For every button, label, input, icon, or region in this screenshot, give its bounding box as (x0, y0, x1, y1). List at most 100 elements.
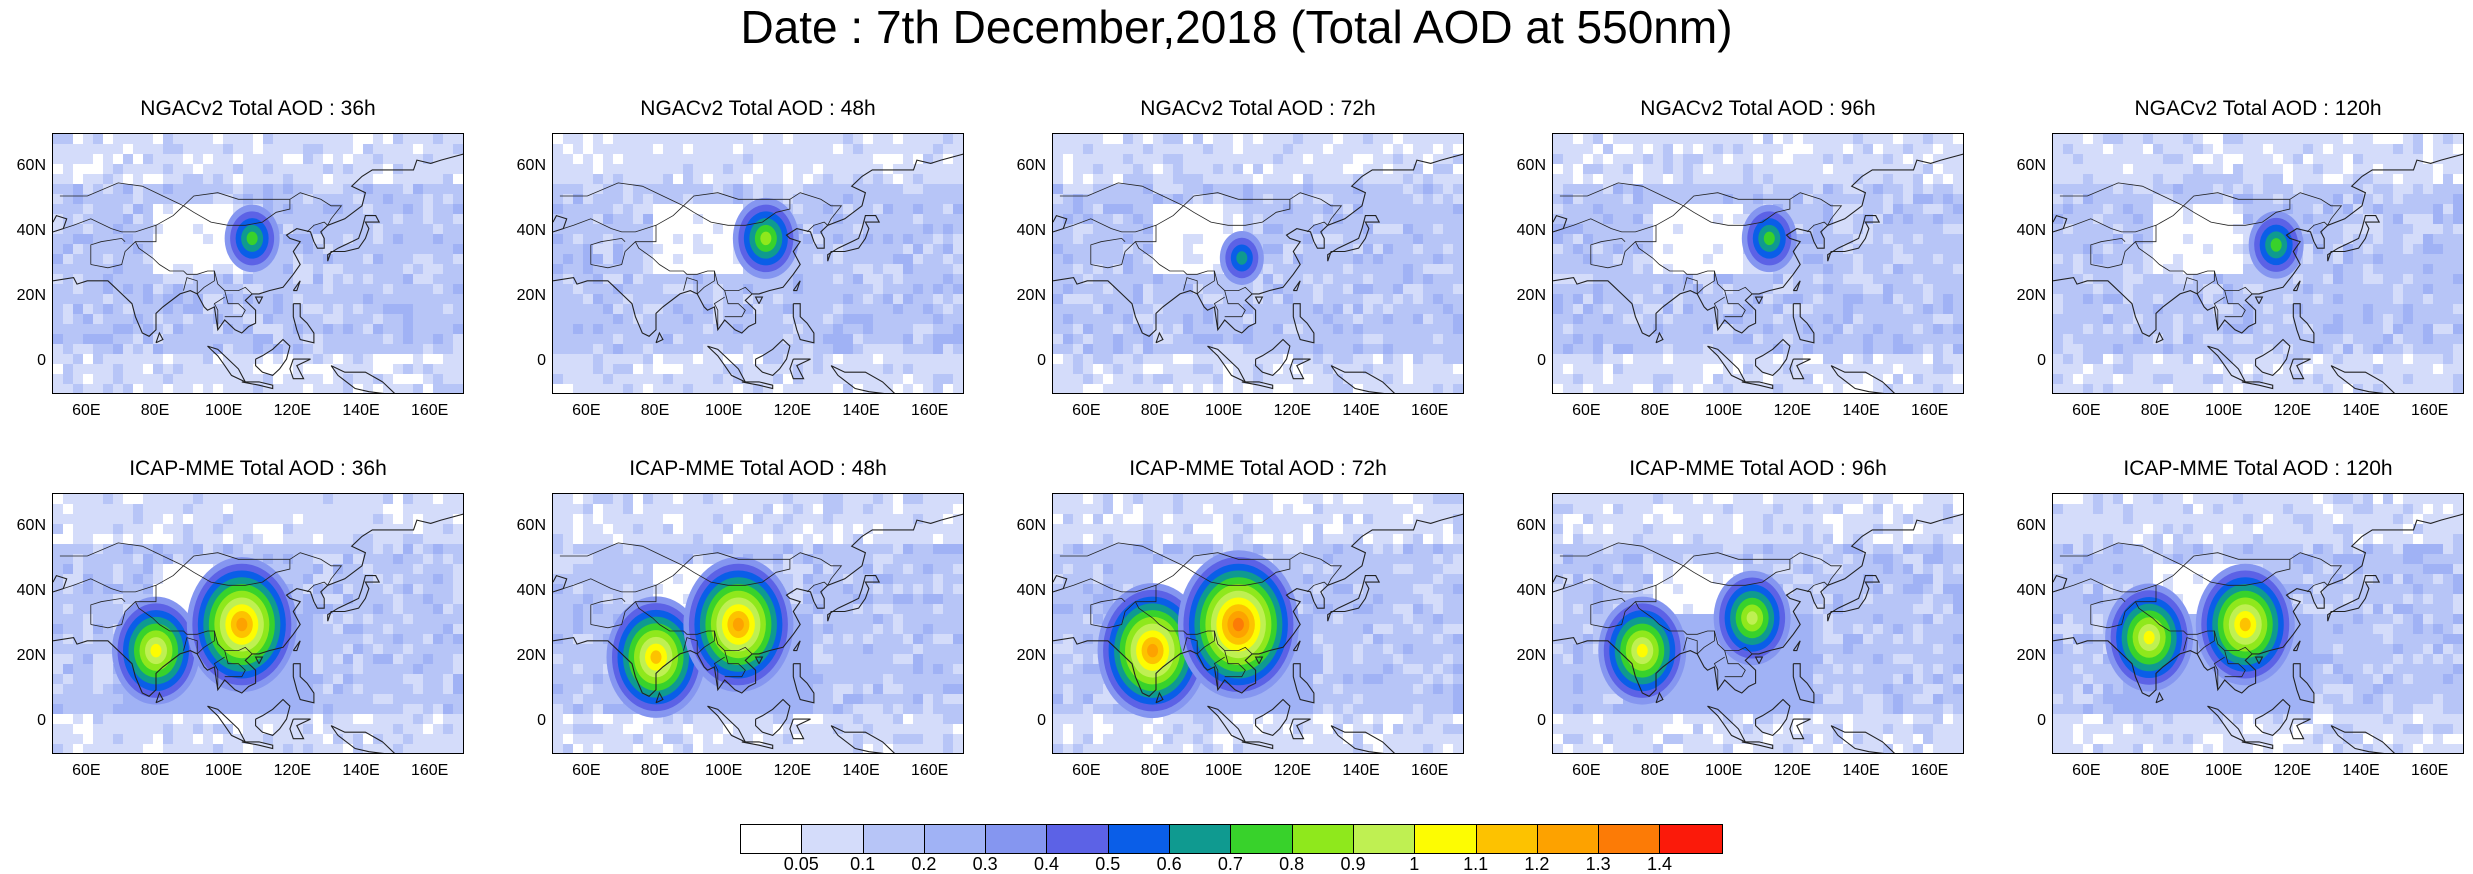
lat-tick-label: 20N (2016, 287, 2046, 305)
lat-tick-label: 20N (2016, 647, 2046, 665)
lat-tick-label: 40N (16, 221, 46, 239)
aod-plume (1232, 617, 1244, 632)
aod-plume (150, 643, 162, 658)
lon-tick-label: 60E (72, 402, 101, 419)
aod-map-panel (2052, 493, 2464, 754)
lat-tick-label: 60N (516, 516, 546, 534)
lon-tick-label: 140E (1842, 762, 1880, 779)
lon-tick-label: 140E (2342, 402, 2380, 419)
aod-map-panel (1052, 493, 1464, 754)
lon-tick-label: 140E (1342, 402, 1380, 419)
lat-tick-label: 60N (1016, 156, 1046, 174)
lon-tick-label: 60E (72, 762, 101, 779)
lat-tick-label: 0 (1537, 352, 1546, 370)
colorbar-swatch (863, 825, 925, 853)
lon-tick-label: 140E (1842, 402, 1880, 419)
lon-tick-label: 100E (704, 402, 743, 419)
lon-tick-label: 80E (640, 762, 670, 779)
panel-title: NGACv2 Total AOD : 96h (1640, 97, 1876, 120)
lat-tick-label: 0 (1037, 712, 1046, 730)
colorbar-swatch (1292, 825, 1354, 853)
colorbar-swatch (1537, 825, 1600, 853)
lat-tick-label: 40N (516, 581, 546, 599)
lon-tick-label: 120E (1773, 762, 1812, 779)
lat-tick-label: 20N (1016, 647, 1046, 665)
aod-field (553, 134, 963, 393)
lon-tick-label: 140E (842, 402, 880, 419)
colorbar-swatch (986, 825, 1048, 853)
lon-tick-label: 120E (273, 402, 312, 419)
lon-tick-label: 60E (1072, 762, 1101, 779)
aod-plume (1746, 611, 1758, 625)
lat-tick-label: 0 (37, 352, 46, 370)
lon-tick-label: 80E (140, 762, 170, 779)
aod-plume (236, 617, 248, 632)
lat-tick-label: 40N (2016, 581, 2046, 599)
colorbar-tick-label: 0.8 (1279, 854, 1305, 874)
figure-title: Date : 7th December,2018 (Total AOD at 5… (740, 1, 1733, 53)
lat-tick-label: 0 (2037, 712, 2046, 730)
panel-title: ICAP-MME Total AOD : 120h (2123, 457, 2393, 480)
lon-tick-label: 80E (1640, 762, 1670, 779)
lat-tick-label: 20N (516, 647, 546, 665)
colorbar-tick-label: 1.1 (1463, 854, 1489, 874)
lon-tick-label: 120E (273, 762, 312, 779)
lat-tick-label: 0 (37, 712, 46, 730)
colorbar-swatch (1353, 825, 1416, 853)
lat-tick-label: 20N (16, 647, 46, 665)
colorbar-tick-label: 0.05 (783, 854, 819, 874)
lon-tick-label: 60E (1072, 402, 1101, 419)
lat-tick-label: 40N (16, 581, 46, 599)
lat-tick-label: 60N (1516, 156, 1546, 174)
panel-title: ICAP-MME Total AOD : 48h (629, 457, 887, 480)
aod-map-panel (1552, 133, 1964, 394)
colorbar-tick-label: 0.6 (1156, 854, 1182, 874)
lat-tick-label: 20N (1016, 287, 1046, 305)
aod-field (553, 494, 963, 753)
lat-tick-label: 0 (1037, 352, 1046, 370)
colorbar-swatch (1108, 825, 1171, 853)
lon-tick-label: 120E (773, 402, 812, 419)
lat-tick-label: 40N (1516, 221, 1546, 239)
lat-tick-label: 0 (2037, 352, 2046, 370)
colorbar-swatch (1476, 825, 1538, 853)
aod-plume (246, 231, 258, 246)
aod-plume (760, 231, 772, 246)
lon-tick-label: 120E (773, 762, 812, 779)
colorbar-swatch (802, 825, 864, 853)
aod-map-panel (2052, 133, 2464, 394)
aod-map-panel (52, 133, 464, 394)
lat-tick-label: 60N (516, 156, 546, 174)
lon-tick-label: 100E (1204, 762, 1243, 779)
colorbar-swatch (1047, 825, 1109, 853)
lon-tick-label: 80E (1640, 402, 1670, 419)
lat-tick-label: 20N (516, 287, 546, 305)
aod-map-panel (52, 493, 464, 754)
colorbar-swatch (1170, 825, 1232, 853)
lon-tick-label: 140E (1342, 762, 1380, 779)
panel-title: NGACv2 Total AOD : 120h (2134, 97, 2382, 120)
lon-tick-label: 120E (2273, 402, 2312, 419)
panel-title: NGACv2 Total AOD : 72h (1140, 97, 1376, 120)
lat-tick-label: 60N (1016, 516, 1046, 534)
colorbar-tick-label: 0.2 (911, 854, 937, 874)
lat-tick-label: 0 (1537, 712, 1546, 730)
panel-title: ICAP-MME Total AOD : 36h (129, 457, 387, 480)
aod-field (2053, 494, 2463, 753)
lat-tick-label: 40N (516, 221, 546, 239)
lat-tick-label: 20N (1516, 287, 1546, 305)
lon-tick-label: 160E (2410, 402, 2449, 419)
aod-map-panel (1552, 493, 1964, 754)
lon-tick-label: 100E (1704, 762, 1743, 779)
aod-plume (1636, 643, 1648, 658)
colorbar-swatch (741, 825, 803, 853)
aod-field (1053, 134, 1463, 393)
lat-tick-label: 20N (1516, 647, 1546, 665)
lat-tick-label: 20N (16, 287, 46, 305)
panel-title: ICAP-MME Total AOD : 72h (1129, 457, 1387, 480)
aod-plume (2270, 238, 2282, 252)
lon-tick-label: 60E (1572, 762, 1601, 779)
lat-tick-label: 0 (537, 352, 546, 370)
lon-tick-label: 160E (910, 402, 949, 419)
lon-tick-label: 80E (1140, 402, 1170, 419)
